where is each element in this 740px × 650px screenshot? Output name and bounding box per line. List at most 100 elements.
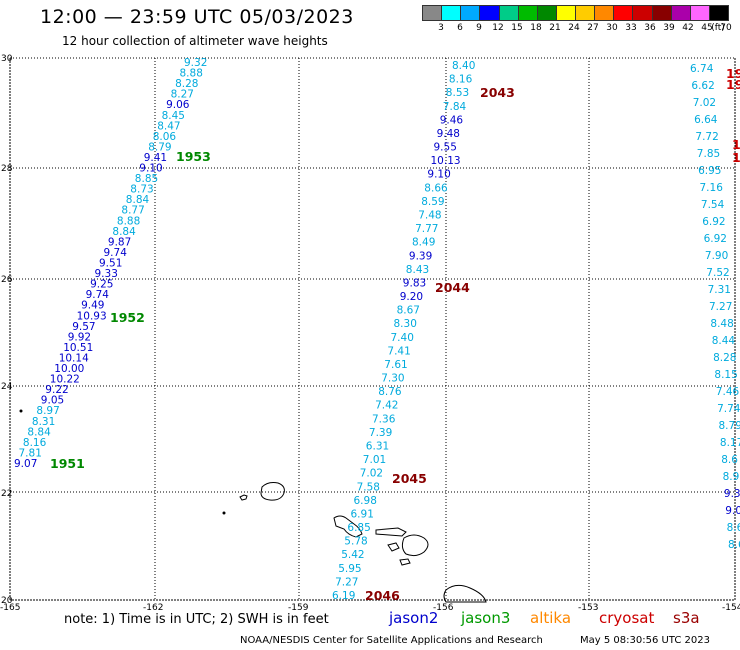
wave-height-value: 6.85	[347, 522, 370, 534]
wave-height-value: 9.3	[724, 488, 740, 500]
satellite-label-jason2: jason2	[389, 609, 439, 627]
wave-height-value: 8.16	[449, 74, 473, 86]
wave-height-value: 7.52	[706, 267, 729, 279]
wave-height-value: 8.77	[121, 205, 144, 217]
wave-height-value: 7.27	[709, 301, 732, 313]
satellite-label-altika: altika	[530, 609, 572, 627]
wave-height-value: 6.74	[690, 63, 714, 75]
wave-height-value: 9.10	[139, 163, 162, 175]
wave-height-value: 10.51	[63, 342, 93, 354]
wave-height-value: 8.15	[714, 369, 737, 381]
wave-height-value: 7.36	[372, 413, 396, 425]
wave-height-value: 7.16	[700, 182, 724, 194]
legend-label: 15	[511, 23, 523, 33]
wave-height-value: 8.48	[710, 318, 733, 330]
wave-height-value: 8.6	[721, 454, 738, 466]
wave-height-value: 8.79	[719, 420, 740, 432]
wave-height-value: 7.61	[384, 359, 407, 371]
wave-height-value: 8.44	[712, 335, 736, 347]
wave-height-value: 8.73	[130, 184, 153, 196]
island-hawaii	[443, 584, 487, 603]
wave-height-value: 8.27	[171, 89, 194, 101]
wave-height-value: 6.92	[704, 233, 727, 245]
latitude-label: 30	[1, 54, 13, 64]
latitude-label: 22	[1, 489, 12, 499]
wave-height-value: 8.40	[452, 60, 475, 72]
wave-height-value: 8.84	[126, 194, 150, 206]
wave-height-value: 8.79	[148, 141, 171, 153]
wave-height-value: 7.01	[363, 454, 386, 466]
wave-height-value: 6.19	[332, 590, 355, 602]
wave-height-value: 7.72	[695, 131, 718, 143]
wave-height-value: 9.51	[99, 258, 122, 270]
island-kahoolawe	[399, 558, 411, 566]
wave-height-value: 8.6	[728, 539, 740, 551]
wave-height-value: 8.28	[175, 78, 198, 90]
wave-height-value: 7.84	[443, 101, 467, 113]
wave-height-value: 7.48	[418, 210, 441, 222]
legend-label: 3	[438, 23, 444, 33]
island-kauai	[260, 482, 285, 501]
wave-height-value: 9.22	[45, 384, 68, 396]
wave-height-value: 9.41	[144, 152, 167, 164]
longitude-label: -165	[0, 603, 20, 613]
longitude-label: -153	[578, 603, 598, 613]
wave-height-value: 8.84	[112, 226, 136, 238]
legend-label: 27	[587, 23, 599, 33]
pass-time-label: 1	[732, 150, 740, 165]
wave-height-value: 9.25	[90, 279, 113, 291]
wave-height-value: 9.83	[403, 277, 426, 289]
wave-height-value: 8.66	[424, 182, 448, 194]
wave-height-value: 9.74	[86, 289, 110, 301]
island-molokai	[375, 527, 407, 537]
footer-note: note: 1) Time is in UTC; 2) SWH is in fe…	[64, 612, 329, 627]
wave-height-value: 7.58	[357, 481, 380, 493]
wave-height-value: 6.98	[354, 495, 377, 507]
wave-height-value: 5.78	[344, 536, 367, 548]
satellite-label-jason3: jason3	[461, 609, 511, 627]
latitude-label: 26	[1, 275, 13, 285]
wave-height-value: 8.88	[180, 68, 203, 80]
wave-height-value: 10.13	[431, 155, 461, 167]
wave-height-value: 8.17	[720, 437, 740, 449]
wave-height-value: 7.77	[415, 223, 438, 235]
wave-height-value: 7.27	[335, 576, 358, 588]
wave-height-value: 8.84	[27, 426, 51, 438]
legend-label: 30	[606, 23, 618, 33]
wave-height-value: 7.41	[387, 345, 410, 357]
generated-timestamp: May 5 08:30:56 UTC 2023	[580, 635, 710, 646]
legend-label: 21	[549, 23, 561, 33]
wave-height-value: 7.42	[375, 400, 398, 412]
wave-height-value: 6.91	[351, 509, 374, 521]
wave-height-value: 8.59	[421, 196, 444, 208]
satellite-label-s3a: s3a	[673, 609, 700, 627]
pass-time-label: 1	[732, 137, 740, 152]
legend-unit-label: (ft)	[711, 23, 725, 33]
wave-height-value: 7.39	[369, 427, 392, 439]
wave-height-value: 8.30	[394, 318, 417, 330]
wave-height-value: 7.46	[716, 386, 740, 398]
pass-time-label: 2044	[435, 280, 470, 295]
wave-height-value: 9.33	[95, 268, 118, 280]
legend-label: 9	[476, 23, 482, 33]
island-lanai	[387, 542, 400, 552]
wave-height-value: 9.05	[41, 395, 64, 407]
wave-height-value: 9.07	[14, 458, 37, 470]
map-grid	[9, 57, 736, 601]
wave-height-value: 8.28	[713, 352, 736, 364]
wave-height-value: 9.48	[437, 128, 460, 140]
wave-height-value: 9.39	[409, 250, 432, 262]
wave-height-value: 8.06	[153, 131, 177, 143]
latitude-label: 28	[1, 164, 13, 174]
hawaii-islands	[19, 409, 487, 603]
wave-height-value: 7.81	[19, 447, 42, 459]
wave-height-color-legend	[422, 5, 729, 21]
wave-height-value: 7.30	[381, 373, 404, 385]
wave-height-value: 6.92	[702, 216, 725, 228]
wave-height-value: 9.06	[166, 99, 190, 111]
legend-label: 12	[492, 23, 504, 33]
longitude-label: -156	[433, 603, 454, 613]
island-speck	[19, 409, 23, 413]
wave-height-value: 7.40	[391, 332, 414, 344]
